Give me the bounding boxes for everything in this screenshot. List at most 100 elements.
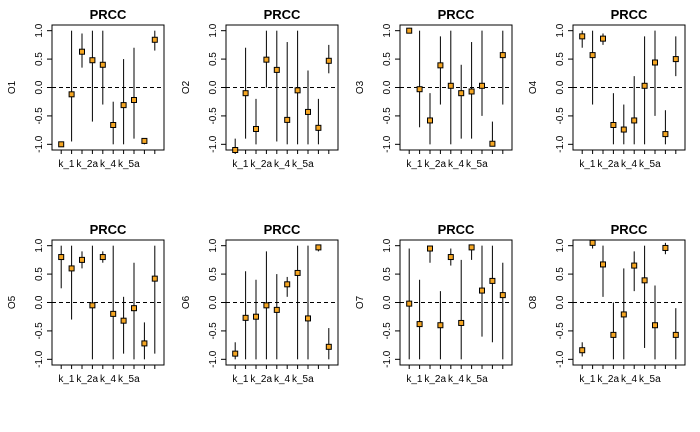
y-tick-label: 0.5 [555, 52, 566, 66]
prcc-point [263, 302, 270, 309]
x-tick-label: k_4 [274, 159, 291, 170]
prcc-point [468, 88, 475, 95]
y-tick-label: 0.0 [555, 80, 566, 94]
prcc-point [141, 137, 148, 144]
x-tick-label: k_1 [58, 159, 75, 170]
prcc-point [253, 313, 259, 320]
y-tick-label: 0.5 [208, 52, 219, 66]
x-tick-label: k_1 [406, 374, 423, 385]
x-tick-label: k_5a [639, 159, 661, 170]
prcc-point [620, 311, 627, 318]
prcc-point [662, 244, 669, 251]
prcc-point [468, 244, 475, 251]
x-tick-label: k_2a [250, 374, 272, 385]
prcc-panel-2: PRCC O2 -1.0 -0.5 0.0 0.5 1.0 k_1 k_2a k_4 k_5a [181, 7, 339, 170]
y-tick-label: 0.5 [34, 267, 45, 281]
prcc-point [232, 350, 239, 357]
x-tick-label: k_4 [621, 374, 638, 385]
x-tick-label: k_5a [118, 374, 140, 385]
prcc-point [110, 310, 117, 317]
prcc-point [610, 331, 617, 338]
prcc-point [600, 261, 606, 268]
prcc-panel-4: PRCC O4 -1.0 -0.5 0.0 0.5 1.0 k_1 k_2a k_4 k_5a [528, 7, 686, 170]
prcc-point [273, 66, 280, 73]
prcc-point [151, 275, 158, 282]
x-tick-label: k_4 [100, 374, 117, 385]
prcc-point [99, 254, 106, 261]
x-tick-label: k_1 [406, 159, 423, 170]
y-tick-label: 0.0 [208, 295, 219, 309]
prcc-point [579, 33, 586, 40]
y-tick-label: 0.0 [34, 80, 45, 94]
y-tick-label: 1.0 [208, 238, 219, 252]
x-tick-label: k_1 [579, 374, 596, 385]
prcc-point [232, 147, 239, 153]
prcc-point [631, 117, 638, 124]
x-tick-label: k_1 [232, 374, 249, 385]
prcc-point [579, 347, 586, 354]
panel-title: PRCC [90, 222, 127, 237]
y-tick-label: -1.0 [34, 350, 45, 368]
prcc-point [672, 56, 679, 63]
x-tick-label: k_5a [466, 159, 488, 170]
prcc-panel-3: PRCC O3 -1.0 -0.5 0.0 0.5 1.0 k_1 k_2a k_4 k_5a [355, 7, 513, 170]
prcc-point [631, 262, 638, 269]
x-tick-label: k_2a [76, 374, 98, 385]
y-tick-label: -0.5 [34, 107, 45, 125]
x-tick-label: k_2a [76, 159, 98, 170]
x-tick-label: k_1 [232, 159, 249, 170]
prcc-point [68, 91, 75, 98]
y-tick-label: -0.5 [555, 322, 566, 340]
prcc-point [110, 122, 117, 128]
prcc-point [325, 343, 332, 350]
prcc-point [489, 140, 496, 147]
x-tick-label: k_5a [639, 374, 661, 385]
y-axis-label: O5 [7, 295, 18, 309]
x-tick-label: k_2a [424, 374, 446, 385]
y-tick-label: -1.0 [208, 135, 219, 153]
y-axis-label: O3 [355, 80, 366, 94]
x-tick-label: k_5a [292, 374, 314, 385]
prcc-point [589, 239, 596, 246]
prcc-point [131, 305, 137, 312]
prcc-point [600, 35, 606, 42]
y-tick-label: -1.0 [208, 350, 219, 368]
prcc-point [120, 317, 127, 324]
prcc-point [427, 117, 433, 124]
prcc-point [315, 124, 322, 131]
y-tick-label: 1.0 [34, 23, 45, 37]
y-axis-label: O1 [7, 80, 18, 94]
x-tick-label: k_4 [274, 374, 291, 385]
y-tick-label: 0.0 [34, 295, 45, 309]
prcc-point [141, 340, 148, 347]
prcc-point [610, 122, 617, 128]
prcc-point [447, 254, 454, 261]
prcc-point [294, 87, 301, 94]
x-tick-label: k_2a [424, 159, 446, 170]
y-tick-label: 1.0 [208, 23, 219, 37]
y-tick-label: 0.0 [208, 80, 219, 94]
y-tick-label: -1.0 [382, 350, 393, 368]
prcc-point [499, 292, 506, 299]
y-tick-label: 0.0 [382, 295, 393, 309]
prcc-panel-7: PRCC O7 -1.0 -0.5 0.0 0.5 1.0 k_1 k_2a k_4 k_5a [355, 222, 513, 385]
prcc-point [652, 59, 658, 66]
prcc-point [284, 116, 291, 123]
y-tick-label: -0.5 [382, 107, 393, 125]
y-axis-label: O8 [528, 295, 539, 309]
prcc-point [151, 36, 158, 43]
y-tick-label: 1.0 [555, 23, 566, 37]
prcc-point [458, 90, 465, 97]
prcc-point [437, 62, 444, 69]
prcc-point [242, 90, 249, 97]
prcc-point [99, 61, 106, 68]
y-tick-label: 1.0 [382, 23, 393, 37]
x-tick-label: k_4 [448, 374, 465, 385]
prcc-point [662, 131, 669, 138]
y-tick-label: -1.0 [382, 135, 393, 153]
x-tick-label: k_2a [250, 159, 272, 170]
y-tick-label: 0.0 [555, 295, 566, 309]
panel-title: PRCC [438, 222, 475, 237]
x-tick-label: k_2a [597, 159, 619, 170]
